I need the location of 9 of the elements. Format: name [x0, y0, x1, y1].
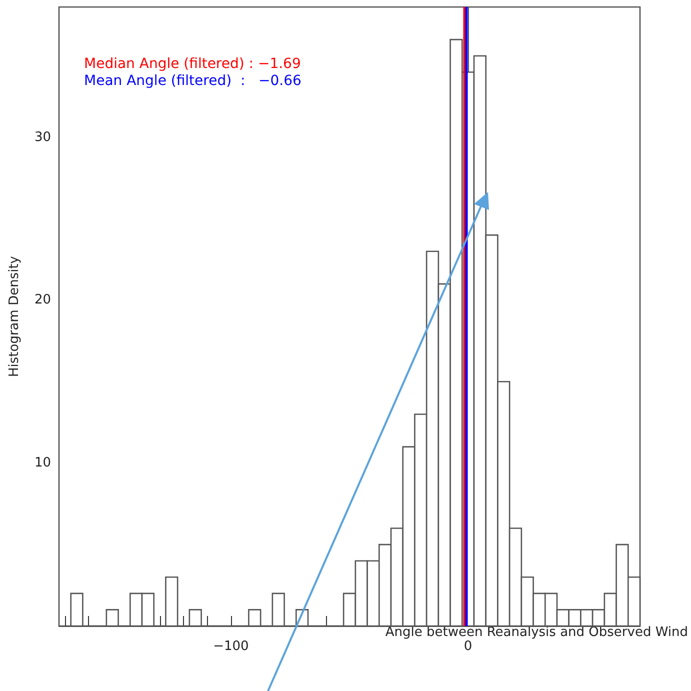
ref-line-label: Mean Angle (filtered) : −0.66 [84, 73, 302, 89]
x-tick-label: 0 [464, 639, 472, 654]
y-axis-title: Histogram Density [7, 256, 22, 377]
x-axis-title: Angle between Reanalysis and Observed Wind [385, 625, 688, 640]
y-tick-label: 10 [34, 456, 51, 471]
ref-line-label: Median Angle (filtered) : −1.69 [84, 56, 301, 72]
y-tick-label: 30 [34, 130, 51, 145]
x-tick-label: −100 [213, 639, 249, 654]
y-tick-label: 20 [34, 292, 51, 308]
